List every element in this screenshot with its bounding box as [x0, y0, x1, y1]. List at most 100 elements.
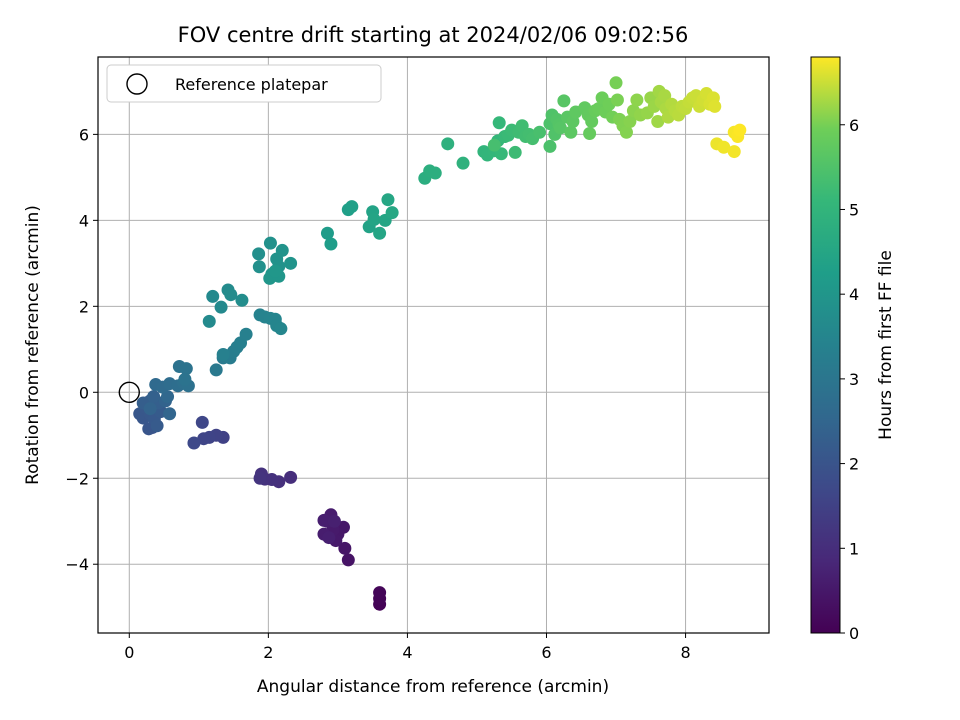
data-point [202, 314, 216, 328]
chart-title: FOV centre drift starting at 2024/02/06 … [178, 23, 689, 47]
x-tick-label: 4 [402, 643, 412, 662]
data-point [717, 140, 731, 154]
legend: Reference platepar [106, 64, 382, 103]
x-tick-label: 6 [541, 643, 551, 662]
x-axis-label: Angular distance from reference (arcmin) [257, 677, 609, 697]
x-tick-label: 2 [263, 643, 273, 662]
colorbar: 0 1 2 3 4 5 6 Hours from first FF file [810, 56, 896, 643]
data-point [187, 436, 201, 450]
data-point [284, 256, 298, 270]
y-axis-ticks: −4 −2 0 2 4 6 [65, 125, 98, 574]
data-point [367, 212, 381, 226]
data-point [179, 362, 193, 376]
data-point [733, 123, 747, 137]
data-point [658, 89, 672, 103]
data-point [623, 114, 637, 128]
data-point [235, 293, 249, 307]
data-point [373, 586, 387, 600]
data-point [324, 237, 338, 251]
data-point [320, 226, 334, 240]
grid-lines [98, 57, 769, 633]
data-point [252, 247, 266, 261]
data-point [322, 531, 336, 545]
data-point [543, 139, 557, 153]
data-point [708, 99, 722, 113]
data-point [727, 145, 741, 159]
data-point [553, 121, 567, 135]
data-point [239, 327, 253, 341]
data-point [456, 156, 470, 170]
y-axis-label: Rotation from reference (arcmin) [23, 205, 43, 485]
legend-marker-icon [126, 73, 148, 95]
plot-frame [97, 56, 770, 634]
x-tick-label: 8 [680, 643, 690, 662]
data-points [133, 76, 747, 611]
data-point [609, 76, 623, 90]
colorbar-tick-label: 3 [849, 370, 859, 389]
data-point [317, 513, 331, 527]
data-point [492, 116, 506, 130]
data-point [385, 206, 399, 220]
colorbar-tick-label: 5 [849, 200, 859, 219]
data-point [619, 125, 633, 139]
data-point [494, 147, 508, 161]
reference-point [118, 381, 140, 403]
reference-marker [118, 381, 140, 403]
data-point [224, 288, 238, 302]
data-point [564, 125, 578, 139]
colorbar-tick-label: 2 [849, 455, 859, 474]
data-point [533, 125, 547, 139]
data-point [150, 419, 164, 433]
data-point [428, 166, 442, 180]
y-tick-label: 4 [79, 211, 89, 230]
data-point [345, 200, 359, 214]
data-point [268, 264, 282, 278]
data-point [206, 289, 220, 303]
x-tick-label: 0 [124, 643, 134, 662]
data-point [214, 300, 228, 314]
data-point [381, 193, 395, 207]
data-point [341, 553, 355, 567]
y-tick-label: 0 [79, 383, 89, 402]
data-point [274, 322, 288, 336]
data-point [583, 127, 597, 141]
data-point [557, 94, 571, 108]
data-point [508, 145, 522, 159]
x-axis-ticks: 0 2 4 6 8 [124, 633, 691, 662]
data-point [275, 243, 289, 257]
colorbar-ticks: 0 1 2 3 4 5 6 [840, 116, 859, 643]
data-point [216, 347, 230, 361]
data-point [651, 114, 665, 128]
colorbar-tick-label: 6 [849, 116, 859, 135]
data-point [197, 432, 211, 446]
data-point [209, 363, 223, 377]
data-point [338, 541, 352, 555]
colorbar-tick-label: 1 [849, 539, 859, 558]
y-tick-label: 2 [79, 297, 89, 316]
data-point [327, 514, 341, 528]
data-point [147, 390, 161, 404]
colorbar-tick-label: 0 [849, 624, 859, 643]
data-point [178, 372, 192, 386]
y-tick-label: −4 [65, 555, 89, 574]
data-point [252, 260, 266, 274]
data-point [585, 114, 599, 128]
data-point [515, 119, 529, 133]
data-point [143, 402, 157, 416]
data-point [263, 236, 277, 250]
legend-entry-reference: Reference platepar [175, 75, 328, 94]
data-point [284, 470, 298, 484]
colorbar-tick-label: 4 [849, 285, 859, 304]
legend-box [106, 64, 382, 103]
data-point [630, 93, 644, 107]
data-point [373, 226, 387, 240]
data-point [610, 93, 624, 107]
data-point [487, 138, 501, 152]
data-point [441, 137, 455, 151]
data-point [195, 415, 209, 429]
y-tick-label: 6 [79, 125, 89, 144]
colorbar-gradient [810, 56, 841, 634]
colorbar-label: Hours from first FF file [876, 250, 896, 440]
data-point [163, 407, 177, 421]
